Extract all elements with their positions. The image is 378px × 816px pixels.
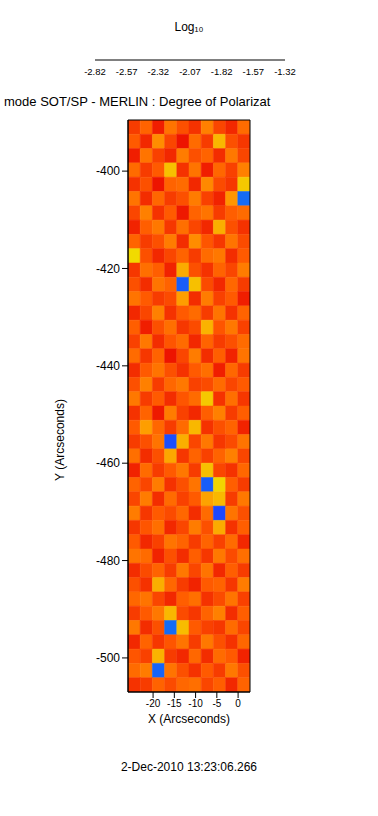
svg-text:-1.57: -1.57 (243, 66, 265, 77)
svg-text:0: 0 (235, 698, 241, 709)
svg-text:-5: -5 (212, 698, 221, 709)
svg-text:-420: -420 (96, 262, 120, 276)
svg-text:-2.32: -2.32 (148, 66, 170, 77)
svg-text:-15: -15 (167, 698, 182, 709)
svg-text:-400: -400 (96, 164, 120, 178)
svg-text:-1.32: -1.32 (274, 66, 296, 77)
svg-text:-1.82: -1.82 (211, 66, 233, 77)
html-text:mode SOT/SP - MERLIN : Degree: mode SOT/SP - MERLIN : Degree of Polariz… (4, 94, 271, 109)
html-text:Log₁₀: Log₁₀ (174, 20, 204, 34)
svg-text:-440: -440 (96, 359, 120, 373)
svg-text:-10: -10 (188, 698, 203, 709)
svg-text:-460: -460 (96, 456, 120, 470)
html-text:X (Arcseconds): X (Arcseconds) (148, 712, 230, 726)
svg-text:-500: -500 (96, 651, 120, 665)
svg-text:-2.07: -2.07 (179, 66, 201, 77)
svg-text:-2.57: -2.57 (116, 66, 138, 77)
svg-text:-2.82: -2.82 (84, 66, 106, 77)
html-text:Y (Arcseconds): Y (Arcseconds) (53, 399, 67, 481)
svg-text:-480: -480 (96, 554, 120, 568)
svg-text:-20: -20 (146, 698, 161, 709)
html-text:2-Dec-2010 13:23:06.266: 2-Dec-2010 13:23:06.266 (120, 760, 257, 774)
